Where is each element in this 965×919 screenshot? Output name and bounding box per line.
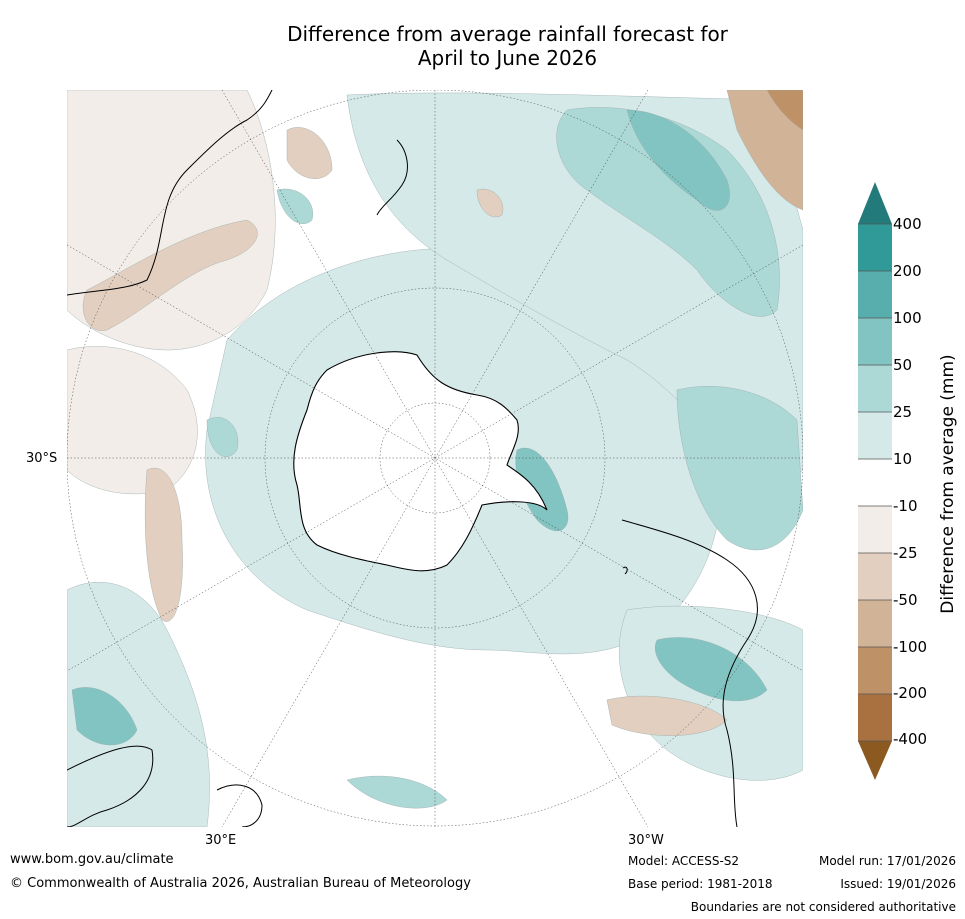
teal-west-region: [67, 581, 210, 827]
teal-small-patch-1: [206, 417, 239, 457]
model-text: Model: ACCESS-S2: [628, 854, 740, 868]
colorbar-tick-minus-100: -100: [893, 638, 928, 656]
brown-ne-corner: [726, 90, 803, 211]
colorbar-tick-minus-200: -200: [893, 684, 928, 702]
coast-madagascar: [216, 784, 263, 827]
colorbar-tick-minus-25: -25: [893, 544, 918, 562]
colorbar-tick-400: 400: [893, 215, 922, 233]
colorbar-band-100-200: [858, 271, 892, 318]
colorbar-top-arrow: [858, 182, 892, 224]
antarctica-landmass: [293, 351, 548, 572]
teal-ne-mid: [556, 107, 780, 317]
brown-nz-east-patch: [476, 188, 504, 218]
colorbar-band-m200-m400: [858, 694, 892, 741]
brown-se-patch: [606, 695, 728, 736]
coast-australia: [67, 90, 273, 296]
colorbar-band-neutral: [858, 459, 892, 506]
teal-small-patch-3: [276, 188, 313, 224]
title-line-1: Difference from average rainfall forecas…: [287, 22, 728, 46]
colorbar-title: Difference from average (mm): [938, 354, 958, 614]
colorbar-tick-25: 25: [893, 403, 913, 421]
brown-west-band: [144, 468, 183, 622]
graticule: [67, 90, 803, 827]
title-line-2: April to June 2026: [417, 46, 598, 70]
latitude-label: 30°S: [26, 451, 58, 466]
colorbar-band-25-50: [858, 365, 892, 412]
colorbar-band-m10-m25: [858, 506, 892, 553]
colorbar-tick-100: 100: [893, 309, 922, 327]
colorbar-tick-minus-50: -50: [893, 591, 918, 609]
brown-west-region: [67, 346, 198, 495]
colorbar-band-200-400: [858, 224, 892, 271]
teal-sw-core: [71, 687, 138, 746]
website-link[interactable]: www.bom.gov.au/climate: [10, 852, 174, 867]
issued-text: Issued: 19/01/2026: [840, 877, 956, 891]
colorbar-band-m25-m50: [858, 553, 892, 600]
colorbar-bottom-arrow: [858, 741, 892, 780]
brown-nw-band: [82, 219, 258, 331]
coast-africa: [67, 745, 154, 827]
teal-east-region: [676, 386, 803, 551]
disclaimer-text: Boundaries are not considered authoritat…: [690, 900, 956, 914]
brown-north-patch: [286, 127, 333, 179]
rainfall-map: [67, 90, 803, 827]
coast-falklands: [622, 566, 628, 575]
colorbar-tick-minus-10: -10: [893, 497, 918, 515]
coast-new-zealand: [376, 139, 408, 216]
teal-se-core: [655, 637, 768, 702]
colorbar-band-10-25: [858, 412, 892, 459]
coastlines: [67, 90, 758, 827]
colorbar: [858, 182, 892, 782]
colorbar-tick-200: 200: [893, 262, 922, 280]
longitude-label-west: 30°W: [628, 833, 664, 848]
teal-small-patch-2: [346, 775, 448, 809]
base-period-text: Base period: 1981-2018: [628, 877, 773, 891]
longitude-label-east: 30°E: [205, 833, 237, 848]
colorbar-tick-50: 50: [893, 356, 913, 374]
coast-south-america: [621, 519, 758, 827]
teal-ne-core: [626, 109, 730, 211]
colorbar-band-50-100: [858, 318, 892, 365]
colorbar-tick-10: 10: [893, 450, 913, 468]
brown-ne-corner-core: [766, 90, 803, 131]
colorbar-band-m50-m100: [858, 600, 892, 647]
model-run-text: Model run: 17/01/2026: [818, 854, 956, 868]
copyright-text: © Commonwealth of Australia 2026, Austra…: [10, 876, 471, 891]
chart-title: Difference from average rainfall forecas…: [180, 22, 835, 70]
colorbar-tick-minus-400: -400: [893, 730, 928, 748]
colorbar-band-m100-m200: [858, 647, 892, 694]
